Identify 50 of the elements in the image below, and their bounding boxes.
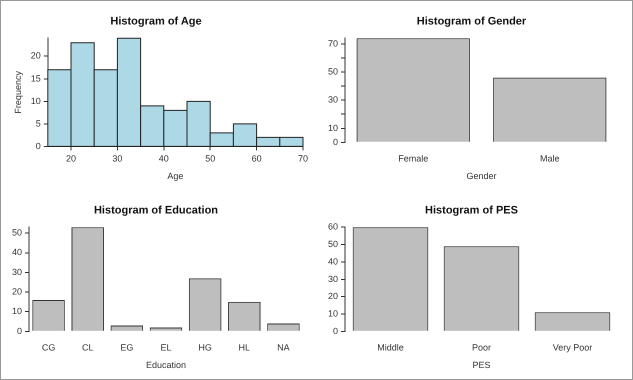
x-tick-label: Middle (377, 342, 404, 352)
x-tick-label: CG (42, 342, 56, 352)
x-tick-label: CL (82, 342, 94, 352)
y-tick-label: 20 (12, 286, 22, 297)
x-axis-title: Education (146, 360, 186, 370)
x-tick-label: NA (277, 342, 290, 352)
x-tick-label: HL (238, 342, 250, 352)
y-tick-label: 30 (328, 274, 338, 284)
x-tick-label: Poor (472, 342, 492, 352)
y-tick-label: 0 (16, 326, 22, 336)
x-tick-label: Very Poor (552, 342, 592, 352)
x-tick-label: EG (120, 342, 134, 352)
y-tick-label: 40 (328, 256, 338, 266)
x-tick-label: 50 (205, 153, 216, 164)
chart-title: Histogram of Age (110, 16, 202, 28)
x-axis-title: Gender (466, 171, 497, 182)
x-tick-label: 60 (252, 153, 262, 164)
x-axis-title: Age (167, 171, 184, 182)
y-tick-label: 20 (328, 291, 338, 302)
y-tick-label: 10 (328, 122, 338, 133)
chart-title: Histogram of PES (425, 204, 518, 217)
y-axis-title: Frequency (12, 70, 23, 114)
x-tick-label: EL (160, 342, 172, 352)
x-tick-label: 30 (112, 153, 122, 164)
chart-title: Histogram of Education (94, 204, 218, 217)
y-tick-label: 0 (36, 140, 41, 151)
y-tick-label: 30 (328, 94, 338, 105)
y-tick-label: 10 (30, 96, 41, 106)
y-tick-label: 10 (328, 308, 338, 319)
x-tick-label: 40 (158, 153, 169, 164)
x-tick-label: Male (540, 153, 560, 164)
x-axis-title: PES (472, 360, 491, 370)
y-tick-label: 0 (332, 136, 338, 147)
y-tick-label: 20 (30, 50, 41, 61)
y-tick-label: 30 (12, 266, 22, 277)
chart-title: Histogram of Gender (416, 16, 527, 28)
y-tick-label: 0 (332, 326, 338, 336)
y-tick-label: 10 (12, 306, 22, 316)
x-tick-label: HG (198, 342, 212, 352)
y-tick-label: 15 (30, 73, 41, 84)
y-tick-label: 50 (12, 228, 22, 238)
y-tick-label: 40 (12, 247, 22, 258)
y-tick-label: 50 (328, 66, 338, 76)
x-tick-label: 20 (66, 153, 76, 164)
y-tick-label: 60 (328, 222, 338, 232)
y-tick-label: 5 (36, 118, 41, 128)
y-tick-label: 50 (328, 239, 338, 250)
x-tick-label: 70 (298, 153, 308, 164)
y-tick-label: 70 (328, 38, 338, 48)
x-tick-label: Female (398, 153, 428, 164)
